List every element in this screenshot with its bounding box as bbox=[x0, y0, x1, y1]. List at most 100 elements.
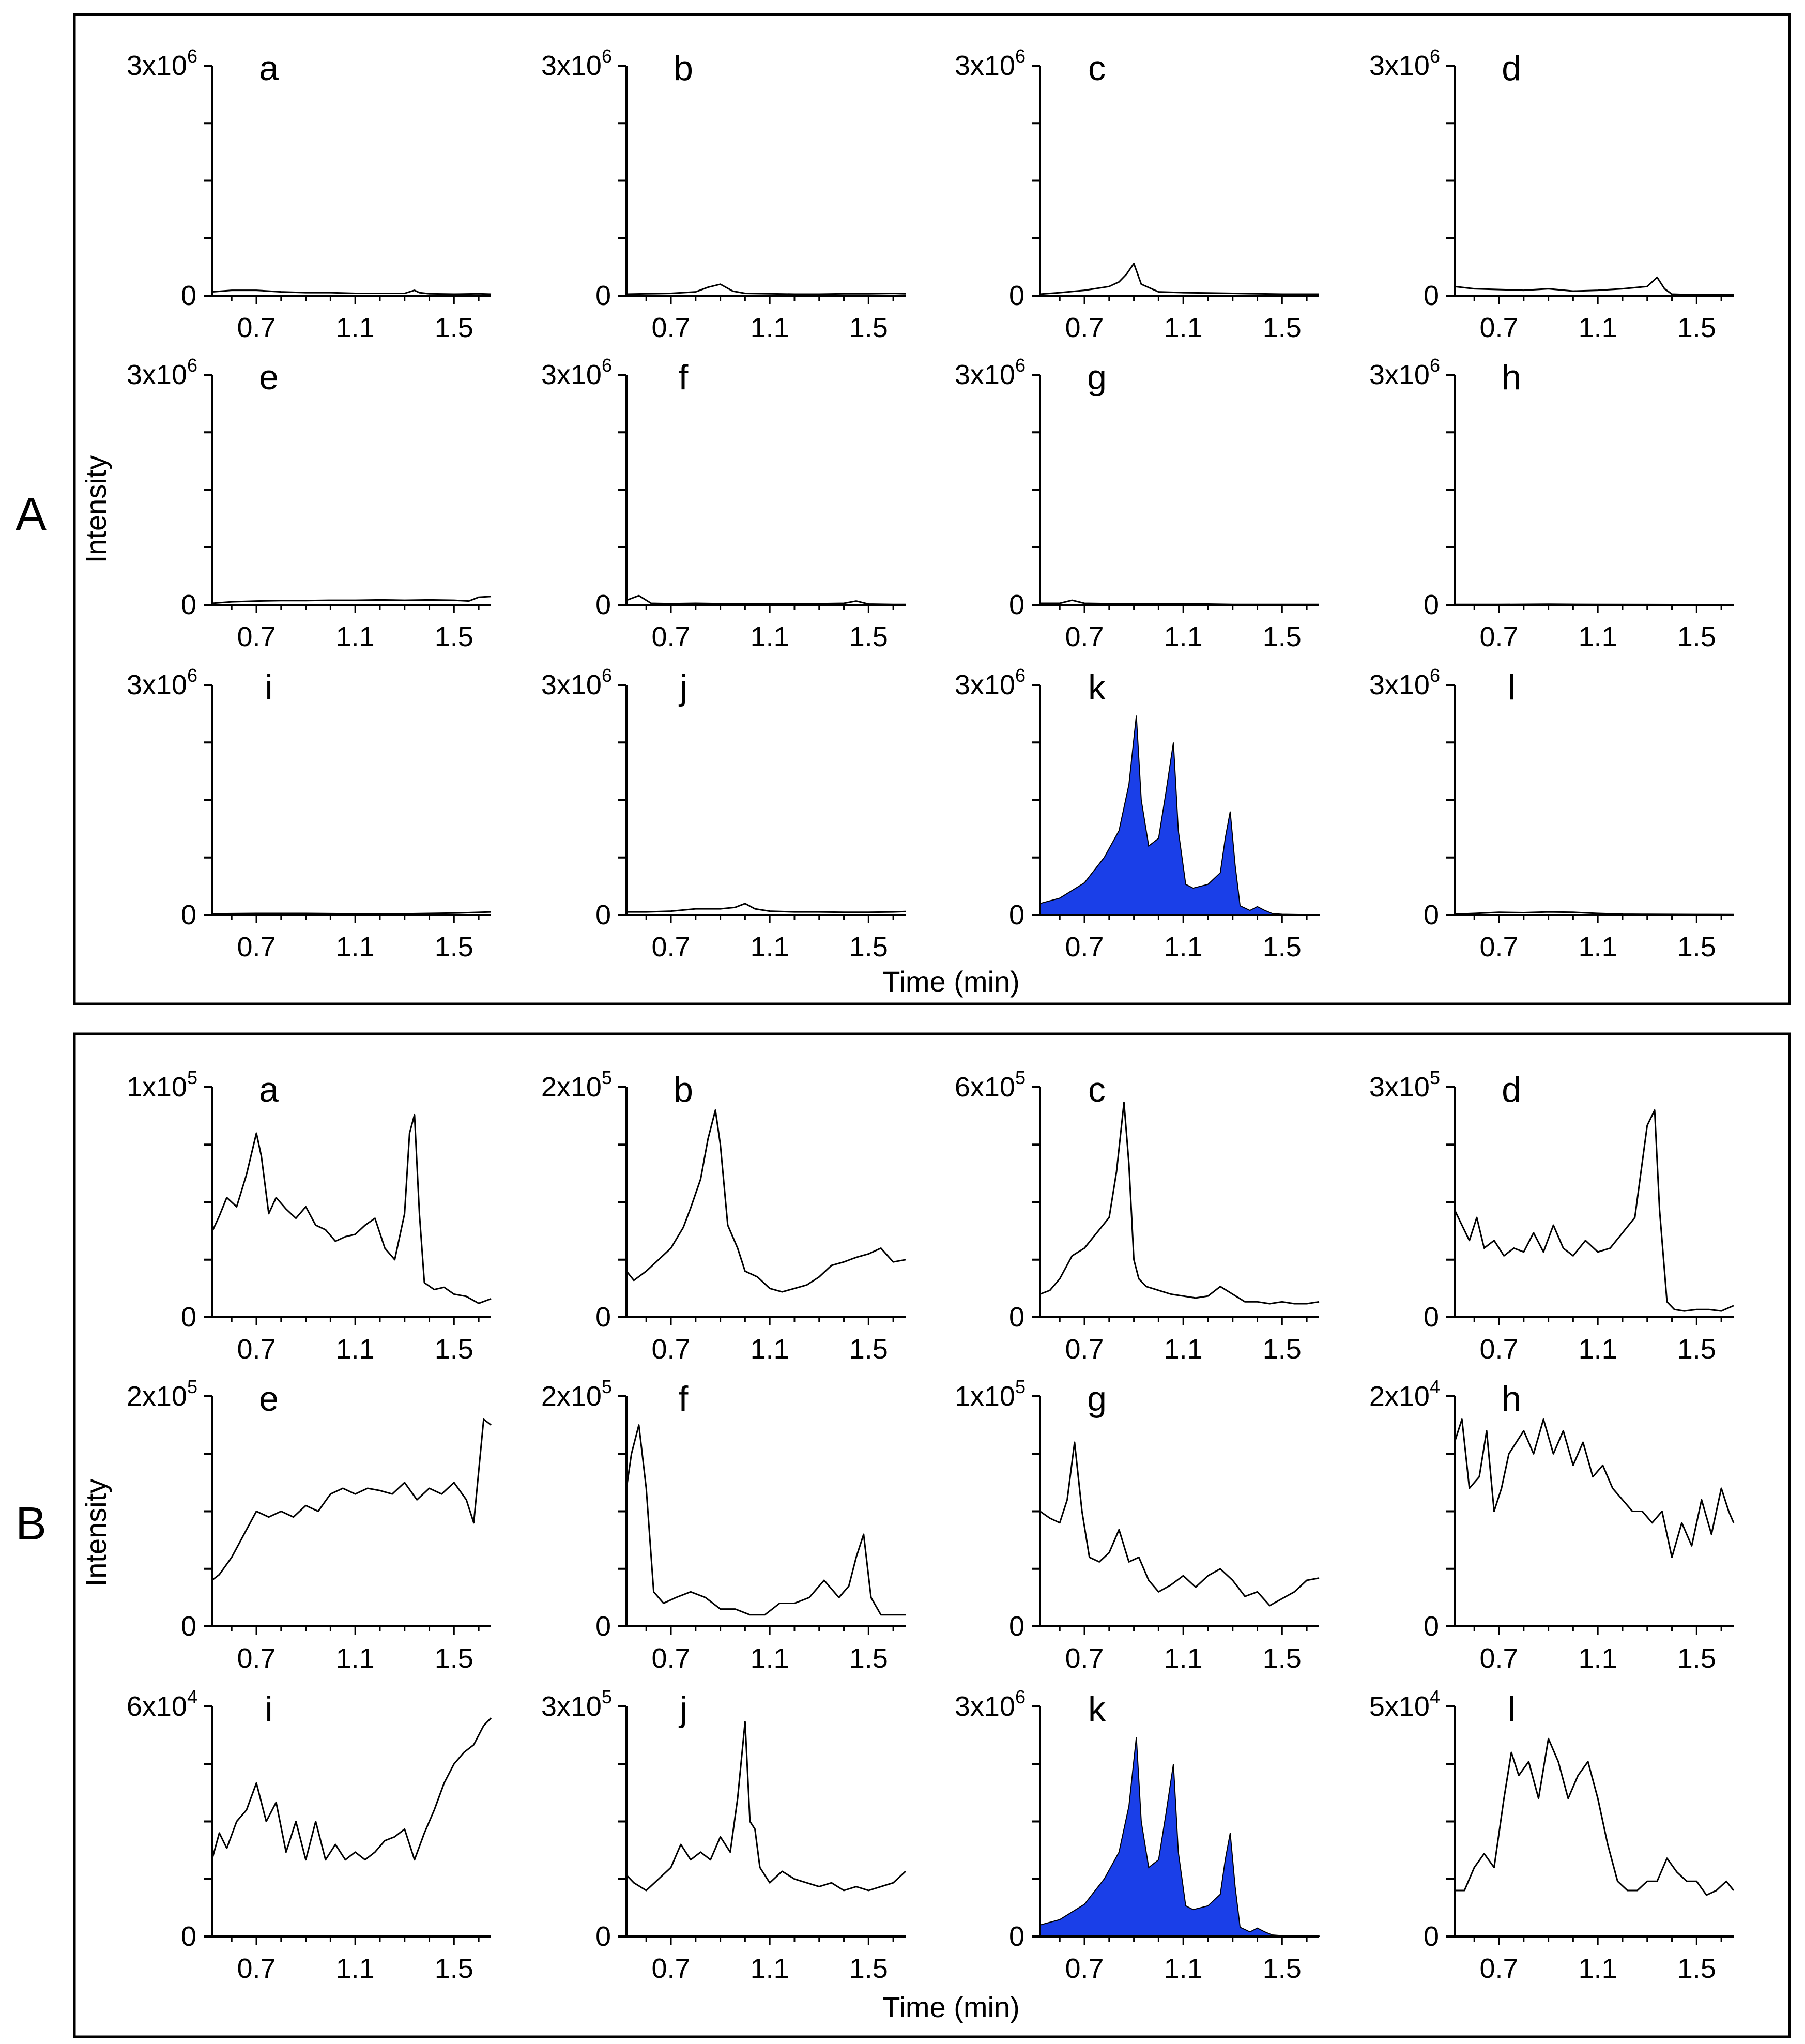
y-max-tick-label: 3x106 bbox=[1369, 355, 1440, 390]
subplot-letter: c bbox=[1088, 1070, 1106, 1109]
subplot-letter: j bbox=[678, 668, 687, 707]
x-tick-label: 0.7 bbox=[651, 932, 690, 963]
subplot-letter: l bbox=[1507, 668, 1515, 707]
x-tick-label: 1.5 bbox=[1677, 1334, 1716, 1365]
y-zero-tick-label: 0 bbox=[1009, 1302, 1024, 1333]
x-tick-label: 1.1 bbox=[751, 621, 789, 652]
x-tick-label: 1.5 bbox=[849, 932, 888, 963]
panel-b-label: B bbox=[16, 1498, 47, 1550]
x-tick-label: 1.1 bbox=[336, 1334, 375, 1365]
series-line bbox=[1455, 1737, 1735, 1896]
series-line bbox=[626, 283, 906, 295]
x-tick-label: 1.5 bbox=[1263, 1334, 1302, 1365]
series-line bbox=[1039, 263, 1319, 295]
subplot-b-l: 0 5x104 0.7 1.1 1.5 l bbox=[1369, 1686, 1735, 1984]
x-tick-label: 0.7 bbox=[1479, 1643, 1518, 1674]
x-tick-label: 1.1 bbox=[1164, 312, 1203, 343]
subplot-a-k: 0 3x106 0.7 1.1 1.5 k bbox=[955, 665, 1320, 963]
y-max-tick-label: 3x106 bbox=[955, 1686, 1026, 1722]
y-max-tick-label: 1x105 bbox=[127, 1067, 197, 1103]
x-tick-label: 1.1 bbox=[1579, 621, 1617, 652]
subplot-letter: g bbox=[1087, 358, 1107, 397]
panel-a-xlabel: Time (min) bbox=[882, 965, 1019, 998]
x-tick-label: 1.1 bbox=[336, 932, 375, 963]
series-line bbox=[625, 1424, 906, 1616]
subplot-a-h: 0 3x106 0.7 1.1 1.5 h bbox=[1369, 355, 1734, 652]
subplot-letter: a bbox=[259, 49, 279, 88]
panel-a-label: A bbox=[16, 489, 47, 540]
subplot-letter: k bbox=[1088, 1689, 1106, 1729]
subplot-a-i: 0 3x106 0.7 1.1 1.5 i bbox=[127, 665, 492, 963]
x-tick-label: 1.5 bbox=[435, 621, 473, 652]
subplot-letter: h bbox=[1502, 1379, 1521, 1418]
y-zero-tick-label: 0 bbox=[1424, 589, 1439, 620]
subplots: 0 3x106 0.7 1.1 1.5 a 0 3x106 0.7 1.1 1.5 b 0 3x106 0.… bbox=[127, 45, 1735, 1984]
x-tick-label: 0.7 bbox=[1065, 1643, 1104, 1674]
x-tick-label: 1.5 bbox=[435, 932, 473, 963]
series-line bbox=[1039, 1441, 1320, 1607]
subplot-b-k: 0 3x106 0.7 1.1 1.5 k bbox=[955, 1686, 1320, 1984]
y-zero-tick-label: 0 bbox=[1424, 1302, 1439, 1333]
series-line bbox=[211, 289, 492, 295]
x-tick-label: 0.7 bbox=[237, 932, 276, 963]
subplot-a-e: 0 3x106 0.7 1.1 1.5 e bbox=[127, 355, 492, 652]
x-tick-label: 0.7 bbox=[651, 1334, 690, 1365]
x-tick-label: 1.1 bbox=[1579, 1334, 1617, 1365]
y-zero-tick-label: 0 bbox=[181, 589, 196, 620]
x-tick-label: 1.5 bbox=[1677, 1643, 1716, 1674]
x-tick-label: 1.1 bbox=[336, 1643, 375, 1674]
y-max-tick-label: 3x106 bbox=[955, 665, 1026, 700]
x-tick-label: 1.5 bbox=[849, 1643, 888, 1674]
subplot-letter: d bbox=[1502, 1070, 1521, 1109]
x-tick-label: 1.1 bbox=[336, 621, 375, 652]
y-max-tick-label: 3x106 bbox=[541, 665, 612, 700]
subplot-letter: c bbox=[1088, 49, 1106, 88]
x-tick-label: 0.7 bbox=[651, 1953, 690, 1984]
x-tick-label: 1.5 bbox=[1677, 621, 1716, 652]
y-zero-tick-label: 0 bbox=[181, 1921, 196, 1952]
x-tick-label: 1.1 bbox=[751, 312, 789, 343]
y-max-tick-label: 3x106 bbox=[955, 45, 1026, 81]
panel-b-frame bbox=[73, 1032, 1791, 2038]
subplot-letter: b bbox=[674, 1070, 693, 1109]
subplot-letter: i bbox=[265, 668, 272, 707]
x-tick-label: 0.7 bbox=[237, 1334, 276, 1365]
subplot-b-b: 0 2x105 0.7 1.1 1.5 b bbox=[541, 1067, 906, 1365]
y-max-tick-label: 3x105 bbox=[1369, 1067, 1440, 1103]
y-max-tick-label: 6x104 bbox=[127, 1686, 197, 1722]
x-tick-label: 1.1 bbox=[751, 1643, 789, 1674]
x-tick-label: 0.7 bbox=[1065, 621, 1104, 652]
x-tick-label: 1.1 bbox=[1164, 621, 1203, 652]
x-tick-label: 0.7 bbox=[1065, 1334, 1104, 1365]
x-tick-label: 0.7 bbox=[1479, 932, 1518, 963]
x-tick-label: 0.7 bbox=[237, 312, 276, 343]
x-tick-label: 0.7 bbox=[1479, 1334, 1518, 1365]
x-tick-label: 1.5 bbox=[1263, 621, 1302, 652]
x-tick-label: 0.7 bbox=[651, 312, 690, 343]
y-zero-tick-label: 0 bbox=[181, 280, 196, 311]
y-max-tick-label: 3x105 bbox=[541, 1686, 612, 1722]
x-tick-label: 1.1 bbox=[336, 312, 375, 343]
y-max-tick-label: 1x105 bbox=[955, 1376, 1026, 1412]
subplot-a-d: 0 3x106 0.7 1.1 1.5 d bbox=[1369, 45, 1734, 343]
x-tick-label: 0.7 bbox=[237, 1953, 276, 1984]
y-zero-tick-label: 0 bbox=[595, 1611, 611, 1642]
x-tick-label: 1.1 bbox=[1164, 1334, 1203, 1365]
series-line bbox=[211, 1418, 492, 1581]
y-zero-tick-label: 0 bbox=[1424, 899, 1439, 931]
subplot-b-a: 0 1x105 0.7 1.1 1.5 a bbox=[127, 1067, 492, 1365]
subplot-letter: a bbox=[259, 1070, 279, 1109]
y-zero-tick-label: 0 bbox=[181, 899, 196, 931]
x-tick-label: 1.5 bbox=[1677, 312, 1716, 343]
subplot-a-b: 0 3x106 0.7 1.1 1.5 b bbox=[541, 45, 906, 343]
x-tick-label: 0.7 bbox=[237, 1643, 276, 1674]
x-tick-label: 1.5 bbox=[849, 312, 888, 343]
x-tick-label: 1.1 bbox=[1164, 932, 1203, 963]
x-tick-label: 1.5 bbox=[1677, 1953, 1716, 1984]
series-area bbox=[1039, 1737, 1320, 1937]
y-zero-tick-label: 0 bbox=[1424, 280, 1439, 311]
subplot-a-g: 0 3x106 0.7 1.1 1.5 g bbox=[955, 355, 1319, 652]
subplot-letter: e bbox=[259, 1379, 279, 1418]
x-tick-label: 1.5 bbox=[1263, 312, 1302, 343]
y-max-tick-label: 6x105 bbox=[955, 1067, 1026, 1103]
